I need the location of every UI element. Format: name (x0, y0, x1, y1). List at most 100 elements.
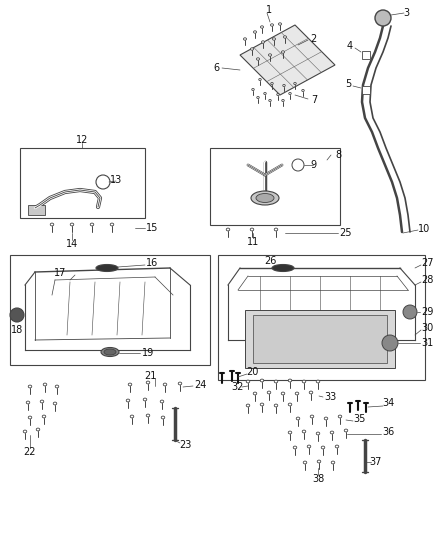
Ellipse shape (130, 415, 134, 418)
Circle shape (403, 305, 417, 319)
Text: 28: 28 (421, 275, 433, 285)
Ellipse shape (282, 51, 285, 53)
Ellipse shape (70, 223, 74, 226)
Ellipse shape (274, 404, 278, 407)
Ellipse shape (338, 415, 342, 418)
Text: 23: 23 (179, 440, 191, 450)
Text: 19: 19 (142, 348, 154, 358)
Text: 35: 35 (354, 414, 366, 424)
Ellipse shape (261, 41, 265, 43)
Ellipse shape (331, 461, 335, 464)
Ellipse shape (251, 191, 279, 205)
Ellipse shape (36, 428, 40, 431)
Ellipse shape (104, 349, 116, 355)
Text: 15: 15 (146, 223, 158, 233)
Text: 32: 32 (231, 382, 243, 392)
Circle shape (10, 308, 24, 322)
Text: 11: 11 (247, 237, 259, 247)
Ellipse shape (128, 383, 132, 386)
Ellipse shape (295, 392, 299, 395)
Ellipse shape (271, 83, 273, 85)
Ellipse shape (260, 379, 264, 382)
Ellipse shape (283, 85, 285, 86)
Circle shape (382, 335, 398, 351)
Text: 17: 17 (54, 268, 66, 278)
Ellipse shape (143, 398, 147, 401)
Ellipse shape (253, 392, 257, 395)
Ellipse shape (302, 380, 306, 383)
Ellipse shape (42, 415, 46, 418)
Text: 3: 3 (403, 8, 409, 18)
Text: 27: 27 (421, 258, 433, 268)
Ellipse shape (40, 400, 44, 403)
Bar (210, 148, 340, 225)
Text: 25: 25 (340, 228, 352, 238)
Ellipse shape (254, 31, 257, 33)
Ellipse shape (261, 26, 264, 28)
Text: 36: 36 (382, 427, 394, 437)
Bar (20, 148, 145, 218)
Ellipse shape (294, 83, 296, 85)
Ellipse shape (28, 385, 32, 388)
Ellipse shape (268, 54, 272, 56)
Text: 1: 1 (266, 5, 272, 15)
Ellipse shape (316, 380, 320, 383)
Text: 33: 33 (324, 392, 336, 402)
Text: 9: 9 (310, 160, 316, 170)
Text: 7: 7 (311, 95, 317, 105)
Ellipse shape (303, 461, 307, 464)
Ellipse shape (250, 228, 254, 231)
Ellipse shape (257, 96, 259, 99)
Bar (362, 86, 370, 94)
Ellipse shape (260, 403, 264, 406)
Ellipse shape (274, 228, 278, 231)
Ellipse shape (28, 416, 32, 419)
Ellipse shape (163, 383, 167, 386)
Text: 20: 20 (246, 367, 258, 377)
Text: 30: 30 (421, 323, 433, 333)
Circle shape (375, 10, 391, 26)
Ellipse shape (101, 348, 119, 357)
Polygon shape (28, 205, 45, 215)
Ellipse shape (281, 392, 285, 395)
Ellipse shape (307, 445, 311, 448)
Ellipse shape (324, 417, 328, 420)
Ellipse shape (288, 403, 292, 406)
Text: 22: 22 (24, 447, 36, 457)
Text: 24: 24 (194, 380, 206, 390)
Text: 14: 14 (66, 239, 78, 249)
Ellipse shape (283, 36, 286, 38)
Text: 4: 4 (347, 41, 353, 51)
Ellipse shape (264, 93, 266, 94)
Ellipse shape (161, 416, 165, 419)
Text: 12: 12 (76, 135, 88, 145)
Text: 29: 29 (421, 307, 433, 317)
Text: 10: 10 (418, 224, 430, 234)
Ellipse shape (279, 23, 282, 25)
Ellipse shape (302, 90, 304, 92)
Text: 6: 6 (213, 63, 219, 73)
Ellipse shape (252, 88, 254, 91)
Text: 21: 21 (144, 371, 156, 381)
Bar (253, 315, 387, 363)
Ellipse shape (269, 100, 271, 101)
Ellipse shape (50, 223, 54, 226)
Ellipse shape (302, 430, 306, 433)
Ellipse shape (256, 193, 274, 203)
Bar (362, 51, 370, 59)
Text: 13: 13 (110, 175, 122, 185)
Ellipse shape (246, 404, 250, 407)
Ellipse shape (178, 382, 182, 385)
Ellipse shape (246, 380, 250, 383)
Ellipse shape (90, 223, 94, 226)
Text: 26: 26 (264, 256, 276, 266)
Ellipse shape (316, 432, 320, 435)
Ellipse shape (160, 400, 164, 403)
Ellipse shape (23, 430, 27, 433)
Ellipse shape (146, 414, 150, 417)
Ellipse shape (344, 429, 348, 432)
Ellipse shape (310, 415, 314, 418)
Ellipse shape (288, 379, 292, 382)
Ellipse shape (26, 401, 30, 404)
Ellipse shape (288, 431, 292, 434)
